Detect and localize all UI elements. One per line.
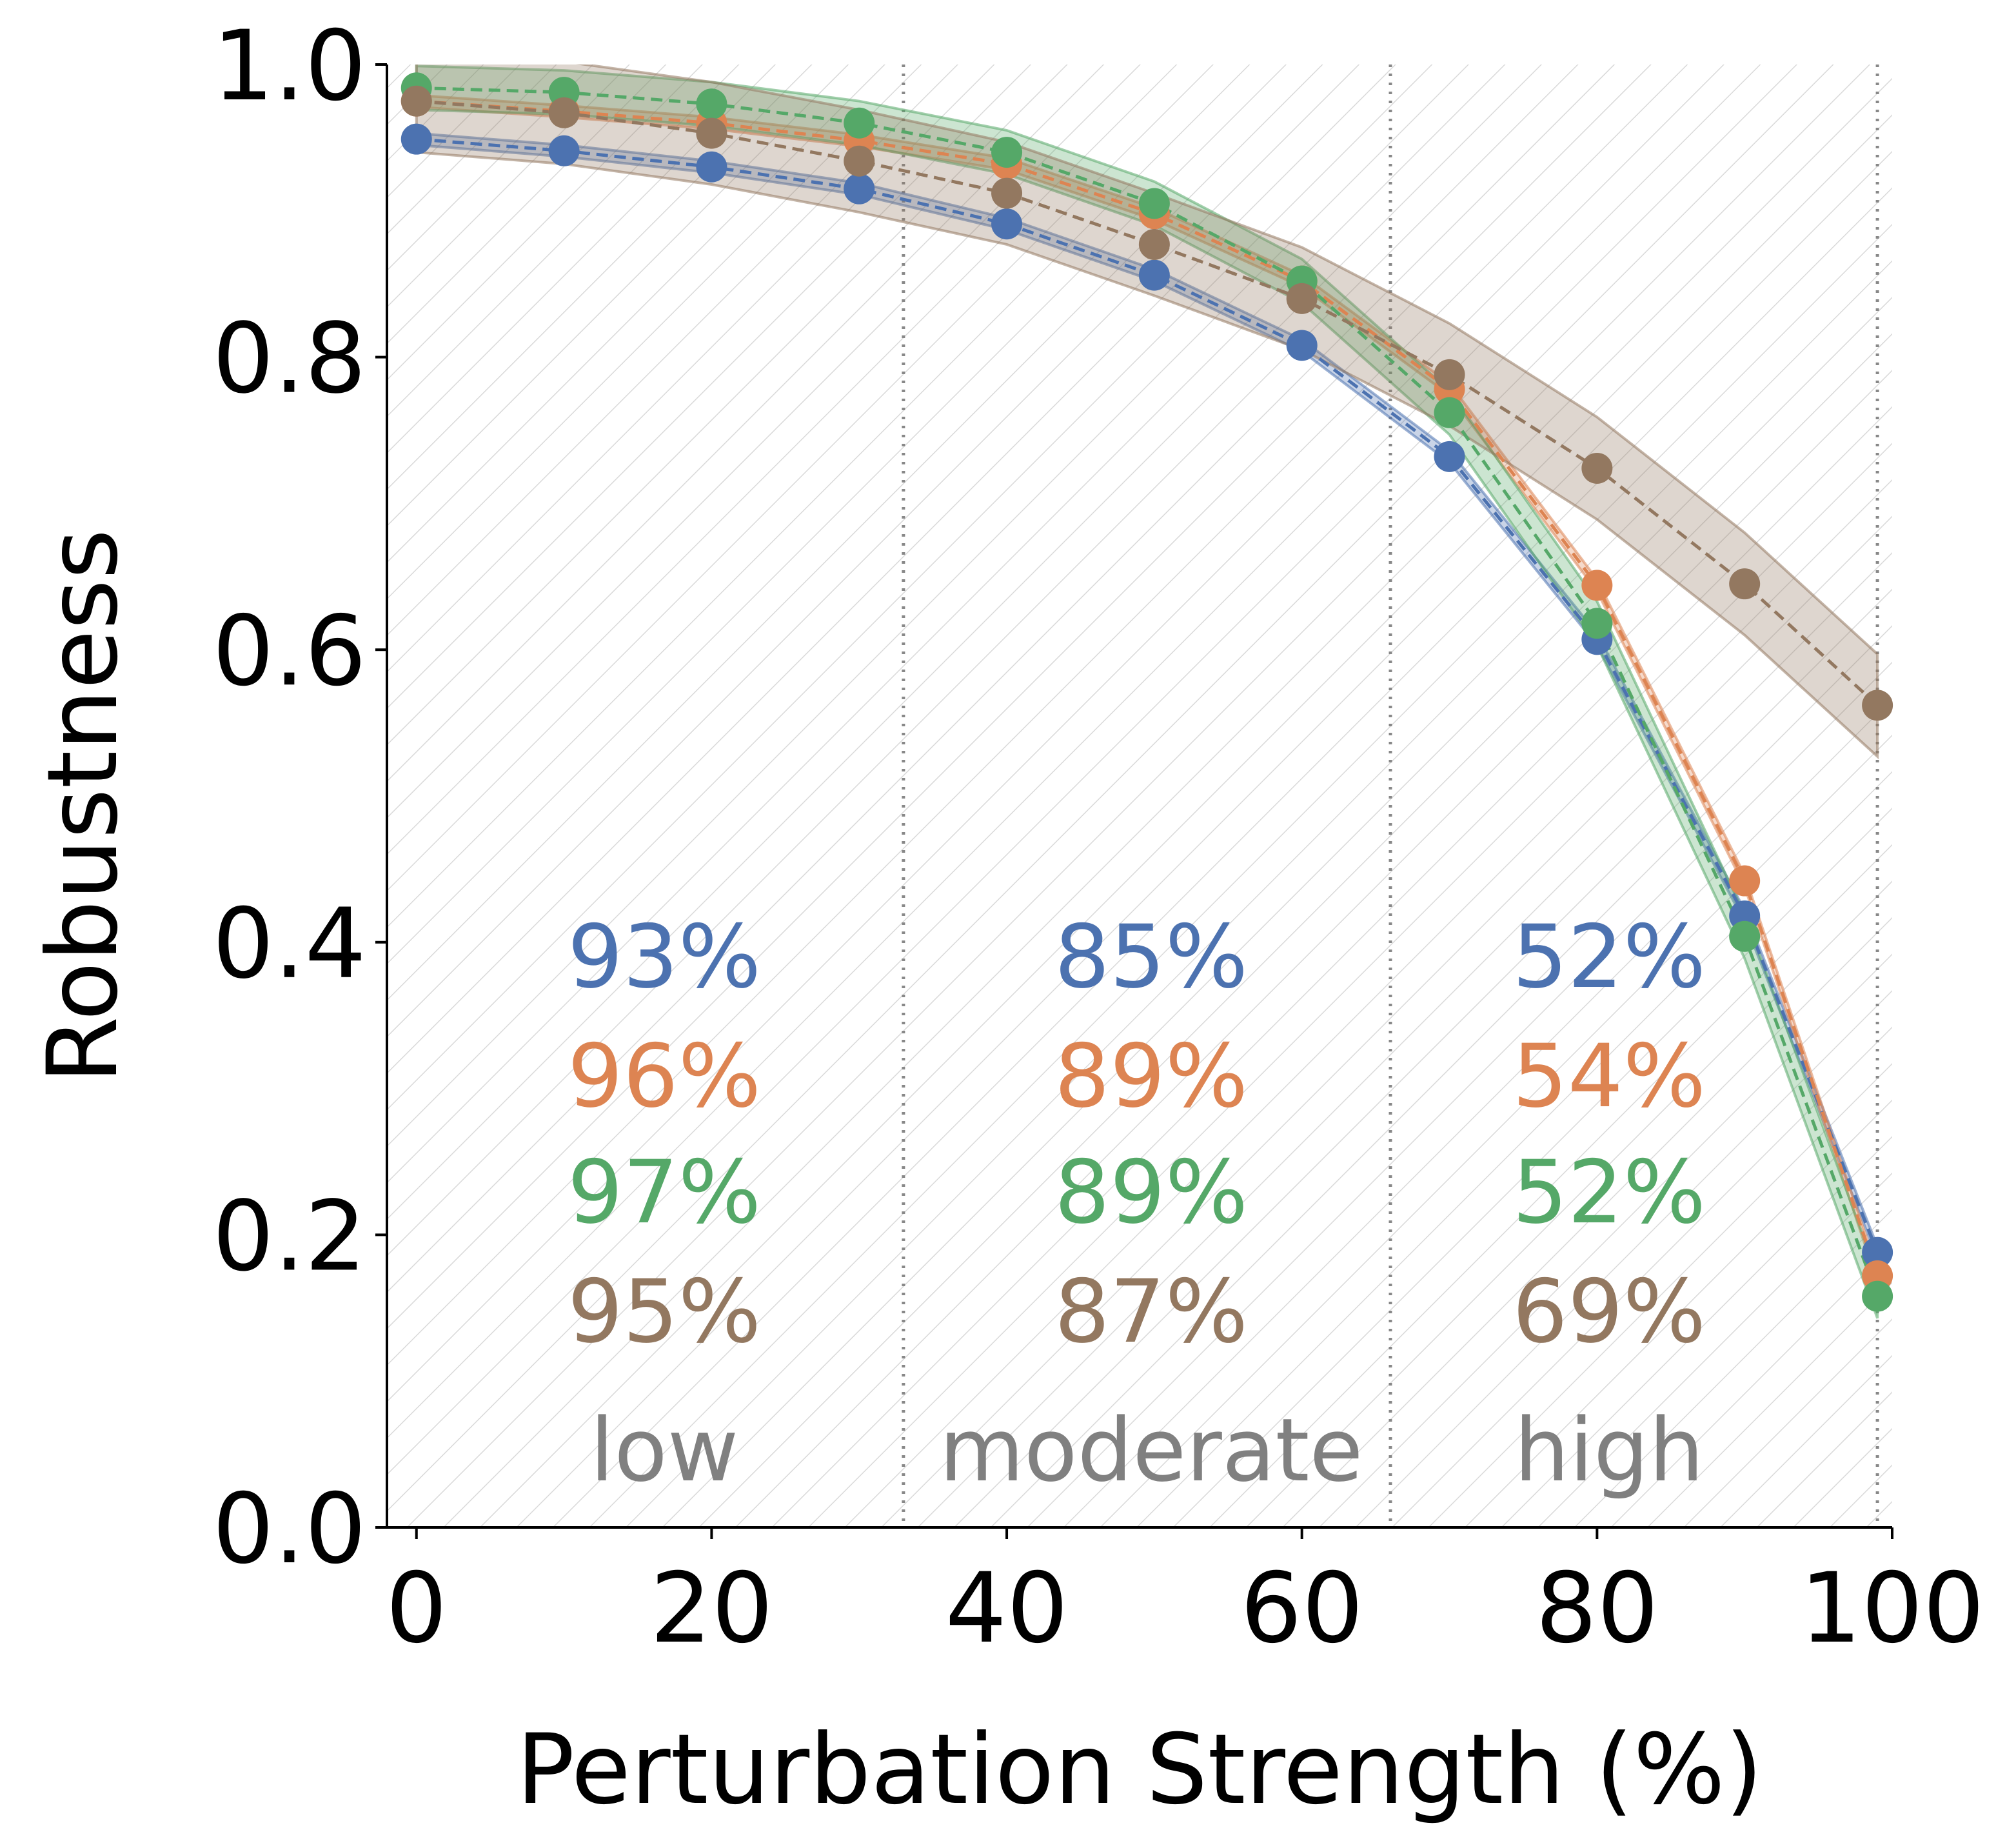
series-point <box>1862 1280 1893 1312</box>
series-points <box>400 72 1893 1312</box>
series-point <box>1729 568 1761 600</box>
series-point <box>1138 228 1170 260</box>
x-tick-label: 0 <box>386 1553 447 1665</box>
region-pct-label: 52% <box>1512 906 1706 1008</box>
region-pct-label: 69% <box>1512 1261 1706 1362</box>
y-tick-label: 0.4 <box>212 888 366 1000</box>
series-point <box>1434 441 1465 472</box>
series-point <box>1862 1237 1893 1268</box>
region-pct-label: 89% <box>1054 1142 1248 1243</box>
region-pct-label: 97% <box>568 1142 761 1243</box>
x-axis-ticks: 0 20 40 60 80 100 <box>386 1527 1984 1665</box>
region-pct-label: 95% <box>568 1261 761 1362</box>
region-pct-label: 87% <box>1054 1261 1248 1362</box>
x-tick-label: 20 <box>650 1553 773 1665</box>
region-label: moderate <box>939 1400 1363 1501</box>
x-axis-title: Perturbation Strength (%) <box>517 1714 1763 1826</box>
series-point <box>1862 690 1893 721</box>
region-label: low <box>590 1400 739 1501</box>
series-point <box>1286 283 1318 314</box>
series-point <box>1581 452 1613 484</box>
y-tick-label: 0.2 <box>212 1180 366 1293</box>
series-point <box>991 177 1023 209</box>
region-pct-label: 52% <box>1512 1142 1706 1243</box>
series-point <box>991 208 1023 240</box>
region-pct-label: 96% <box>568 1026 761 1127</box>
series-point <box>696 88 727 120</box>
series-point <box>696 151 727 183</box>
region-label: high <box>1514 1400 1704 1501</box>
series-point <box>696 117 727 149</box>
x-tick-label: 60 <box>1240 1553 1363 1665</box>
region-labels: low moderate high <box>590 1400 1704 1501</box>
series-point <box>1138 188 1170 219</box>
series-band <box>415 65 1879 1319</box>
series-point <box>844 173 875 204</box>
series-point <box>1138 259 1170 291</box>
series-point <box>844 145 875 177</box>
y-axis-title: Robustness <box>27 529 139 1084</box>
plot-area-hatch <box>387 65 1892 1527</box>
x-tick-label: 100 <box>1800 1553 1984 1665</box>
region-pct-label: 93% <box>568 906 761 1008</box>
series-point <box>1729 865 1761 897</box>
series-point <box>844 107 875 139</box>
region-percentage-labels: 93% 85% 52% 96% 89% 54% 97% 89% 52% 95% 87% 69% <box>568 906 1706 1362</box>
y-axis-ticks: 0.0 0.2 0.4 0.6 0.8 1.0 <box>212 10 387 1586</box>
y-tick-label: 0.8 <box>212 303 366 415</box>
y-tick-label: 1.0 <box>212 10 366 123</box>
series-point <box>991 137 1023 168</box>
series-point <box>1434 359 1465 390</box>
series-point <box>548 97 580 128</box>
series-point <box>1434 397 1465 428</box>
y-tick-label: 0.6 <box>212 595 366 708</box>
series-point <box>400 85 432 117</box>
region-pct-label: 85% <box>1054 906 1248 1008</box>
region-pct-label: 89% <box>1054 1026 1248 1127</box>
series-point <box>1286 330 1318 361</box>
y-tick-label: 0.0 <box>212 1473 366 1586</box>
series-point <box>1581 570 1613 601</box>
region-pct-label: 54% <box>1512 1026 1706 1127</box>
series-point <box>400 123 432 155</box>
series-point <box>1581 608 1613 639</box>
series-point <box>548 135 580 166</box>
x-tick-label: 80 <box>1536 1553 1659 1665</box>
x-tick-label: 40 <box>945 1553 1069 1665</box>
series-point <box>1729 920 1761 952</box>
